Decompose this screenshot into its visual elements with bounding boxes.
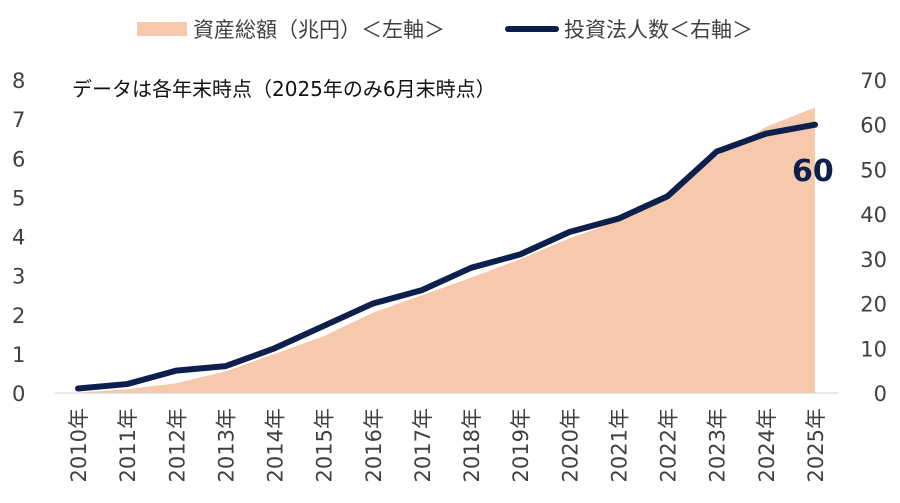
y-left-tick-label: 7 [12,108,25,132]
x-tick-label: 2010年 [67,408,91,482]
chart-note: データは各年末時点（2025年のみ6月末時点） [72,77,496,101]
legend: 資産総額（兆円）＜左軸＞ 投資法人数＜右軸＞ [137,18,753,42]
y-left-tick-label: 1 [12,343,25,367]
x-tick-label: 2023年 [706,408,730,482]
x-tick-label: 2018年 [460,408,484,482]
x-tick-label: 2019年 [509,408,533,482]
y-left-tick-label: 5 [12,186,25,210]
y-left-tick-label: 2 [12,304,25,328]
x-tick-label: 2024年 [755,408,779,482]
x-tick-label: 2022年 [657,408,681,482]
x-tick-label: 2020年 [558,408,582,482]
y-right-tick-label: 10 [860,337,887,361]
y-right-tick-label: 60 [860,114,887,138]
y-left-tick-label: 8 [12,69,25,93]
x-axis: 2010年 2011年 2012年 2013年 2014年 2015年 2016年 2017年… [67,408,828,482]
y-right-tick-label: 20 [860,293,887,317]
area-series [78,107,815,393]
y-axis-right: 0 10 20 30 40 50 60 70 [860,69,887,406]
legend-swatch-assets [137,22,187,36]
y-right-tick-label: 50 [860,158,887,182]
x-tick-label: 2017年 [411,408,435,482]
y-right-tick-label: 40 [860,203,887,227]
funds-line [75,121,818,392]
legend-label-funds: 投資法人数＜右軸＞ [564,18,753,42]
x-tick-label: 2015年 [313,408,337,482]
y-axis-left: 0 1 2 3 4 5 6 7 8 [12,69,25,406]
y-left-tick-label: 0 [12,382,25,406]
x-tick-label: 2014年 [264,408,288,482]
x-tick-label: 2021年 [607,408,631,482]
line-series [75,121,818,392]
y-right-tick-label: 0 [874,382,887,406]
end-value-callout: 60 [792,154,834,189]
y-right-tick-label: 30 [860,248,887,272]
y-left-tick-label: 3 [12,265,25,289]
assets-area [78,107,815,393]
x-tick-label: 2025年 [804,408,828,482]
x-tick-label: 2012年 [165,408,189,482]
x-tick-label: 2013年 [214,408,238,482]
x-tick-label: 2011年 [116,408,140,482]
x-tick-label: 2016年 [362,408,386,482]
y-right-tick-label: 70 [860,69,887,93]
y-left-tick-label: 4 [12,226,25,250]
legend-label-assets: 資産総額（兆円）＜左軸＞ [193,18,445,42]
y-left-tick-label: 6 [12,147,25,171]
